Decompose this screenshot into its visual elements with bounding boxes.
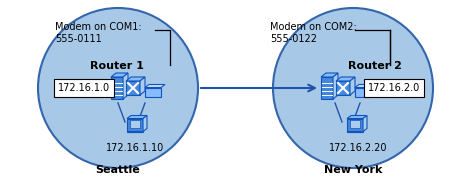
Polygon shape (350, 77, 355, 95)
FancyBboxPatch shape (126, 81, 140, 95)
Polygon shape (111, 73, 128, 77)
Text: 172.16.1.10: 172.16.1.10 (106, 143, 164, 153)
Polygon shape (127, 115, 147, 119)
FancyBboxPatch shape (145, 87, 161, 96)
Polygon shape (143, 115, 147, 132)
Text: Seattle: Seattle (96, 165, 140, 175)
FancyBboxPatch shape (321, 77, 333, 99)
FancyBboxPatch shape (364, 79, 424, 97)
Polygon shape (355, 85, 375, 87)
FancyBboxPatch shape (54, 79, 114, 97)
Polygon shape (321, 73, 338, 77)
FancyBboxPatch shape (350, 120, 360, 128)
Circle shape (38, 8, 198, 168)
Text: 172.16.1.0: 172.16.1.0 (58, 83, 110, 93)
Text: Modem on COM2:
555-0122: Modem on COM2: 555-0122 (270, 22, 357, 44)
Polygon shape (126, 77, 145, 81)
Text: Modem on COM1:
555-0111: Modem on COM1: 555-0111 (55, 22, 142, 44)
FancyBboxPatch shape (111, 77, 123, 99)
Text: New York: New York (324, 165, 382, 175)
Circle shape (273, 8, 433, 168)
FancyBboxPatch shape (347, 119, 363, 132)
Polygon shape (347, 115, 367, 119)
FancyBboxPatch shape (355, 87, 371, 96)
FancyBboxPatch shape (127, 119, 143, 132)
Text: Router 1: Router 1 (90, 61, 144, 71)
Polygon shape (145, 85, 165, 87)
Polygon shape (333, 73, 338, 99)
Polygon shape (363, 115, 367, 132)
Polygon shape (140, 77, 145, 95)
Polygon shape (123, 73, 128, 99)
FancyBboxPatch shape (336, 81, 350, 95)
Text: 172.16.2.20: 172.16.2.20 (329, 143, 387, 153)
FancyBboxPatch shape (130, 120, 140, 128)
Text: 172.16.2.0: 172.16.2.0 (368, 83, 420, 93)
Polygon shape (336, 77, 355, 81)
Text: Router 2: Router 2 (348, 61, 402, 71)
